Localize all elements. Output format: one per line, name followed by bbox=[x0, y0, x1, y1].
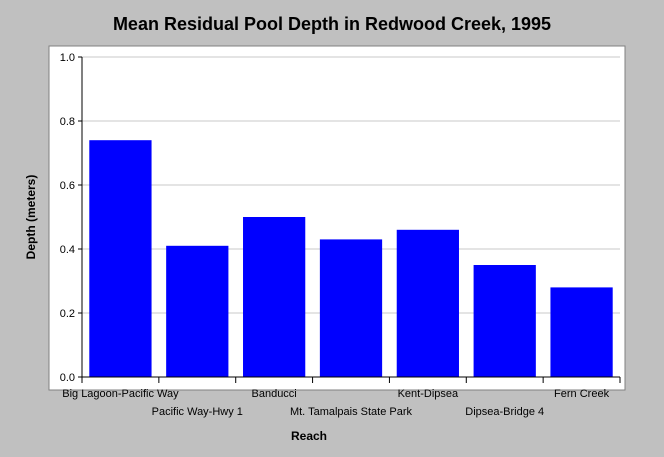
bar bbox=[396, 229, 459, 377]
bar bbox=[550, 287, 613, 377]
bar bbox=[319, 239, 383, 377]
x-tick-label: Pacific Way-Hwy 1 bbox=[152, 406, 243, 418]
bar bbox=[89, 140, 152, 377]
bars bbox=[89, 140, 613, 377]
x-tick-labels: Big Lagoon-Pacific Way Pacific Way-Hwy 1 B… bbox=[62, 388, 609, 418]
bar bbox=[166, 245, 229, 377]
x-tick-label: Fern Creek bbox=[554, 388, 610, 400]
bar bbox=[473, 265, 536, 377]
chart-title: Mean Residual Pool Depth in Redwood Cree… bbox=[112, 14, 552, 34]
y-tick-label: 0.8 bbox=[60, 116, 75, 128]
y-axis-label: Depth (meters) bbox=[24, 174, 38, 260]
x-tick-label: Kent-Dipsea bbox=[398, 388, 459, 400]
bar bbox=[243, 217, 306, 377]
y-tick-label: 1.0 bbox=[60, 52, 75, 64]
y-tick-label: 0.2 bbox=[60, 308, 75, 320]
y-tick-label: 0.4 bbox=[60, 244, 75, 256]
y-tick-label: 0.6 bbox=[60, 180, 75, 192]
axes bbox=[78, 56, 621, 383]
x-tick-label: Banducci bbox=[252, 388, 297, 400]
y-tick-labels: 0.0 0.2 0.4 0.6 0.8 1.0 bbox=[60, 52, 75, 384]
y-tick-label: 0.0 bbox=[60, 372, 75, 384]
x-tick-label: Dipsea-Bridge 4 bbox=[465, 406, 544, 418]
x-axis-label: Reach bbox=[290, 429, 328, 443]
x-tick-label: Big Lagoon-Pacific Way bbox=[62, 388, 179, 400]
x-tick-label: Mt. Tamalpais State Park bbox=[290, 406, 413, 418]
